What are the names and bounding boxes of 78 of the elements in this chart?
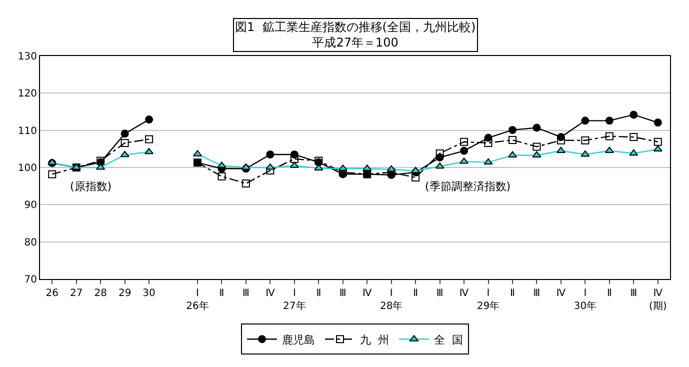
point <box>630 110 638 119</box>
point <box>653 145 662 152</box>
x-tick-label: 28 <box>94 288 107 299</box>
point <box>218 172 226 180</box>
point <box>508 126 516 134</box>
x-tick-label: Ⅲ <box>533 288 540 299</box>
point <box>266 150 274 158</box>
point <box>120 138 129 147</box>
x-tick-label: Ⅳ (期) <box>648 288 667 312</box>
point <box>605 132 614 140</box>
y-tick-label: 110 <box>18 126 37 137</box>
x-tick-label: Ⅱ <box>219 288 224 299</box>
annotation: (季節調整済指数) <box>425 180 511 193</box>
legend-label: 鹿児島 <box>282 333 315 346</box>
x-tick-label: 30 <box>142 288 156 299</box>
x-tick-label: Ⅲ <box>339 288 346 299</box>
x-tick-label: Ⅰ 28年 <box>380 288 403 312</box>
y-tick-label: 130 <box>18 52 37 62</box>
point <box>484 158 493 165</box>
point <box>508 136 516 144</box>
x-tick-label: Ⅰ 27年 <box>283 288 306 312</box>
x-tick-label: 27 <box>70 288 83 299</box>
point <box>605 116 614 125</box>
point <box>460 146 468 155</box>
x-tick-label: Ⅳ <box>459 288 470 299</box>
point <box>436 149 444 158</box>
point <box>556 146 566 154</box>
x-tick-label: Ⅱ <box>510 288 515 299</box>
x-tick-label: Ⅱ <box>413 288 418 299</box>
point <box>290 154 298 163</box>
point <box>484 138 492 147</box>
point <box>387 168 396 176</box>
y-tick-label: 90 <box>24 200 37 212</box>
x-tick-label: Ⅰ 29年 <box>476 288 500 312</box>
x-tick-label: Ⅱ <box>606 288 612 299</box>
x-tick-label: 29 <box>118 288 132 299</box>
point <box>556 136 565 144</box>
point <box>604 146 614 154</box>
point <box>242 179 250 188</box>
point <box>654 138 662 146</box>
point <box>532 124 541 132</box>
point <box>386 165 396 172</box>
y-tick-label: 80 <box>24 237 37 248</box>
point <box>580 150 590 157</box>
x-tick-label: Ⅰ 30年 <box>574 288 597 312</box>
y-tick-label: 70 <box>24 274 37 286</box>
point <box>48 170 56 178</box>
point <box>460 138 468 146</box>
x-tick-label: Ⅰ 26年 <box>186 288 209 312</box>
legend-label: 九 州 <box>360 333 389 346</box>
x-tick-label: Ⅳ <box>362 288 373 299</box>
point <box>629 149 638 156</box>
point <box>630 133 638 142</box>
point <box>411 166 420 174</box>
point <box>532 142 541 151</box>
point <box>654 118 662 127</box>
x-tick-label: Ⅱ <box>316 288 322 299</box>
point <box>581 136 590 144</box>
point <box>144 148 154 154</box>
point <box>145 116 154 124</box>
annotation: (原指数) <box>70 180 112 193</box>
x-tick-label: Ⅲ <box>436 288 444 299</box>
chart-subtitle: 平成27年＝100 <box>312 36 398 50</box>
legend-label: 全 国 <box>434 333 463 346</box>
x-tick-label: Ⅲ <box>630 288 638 299</box>
x-tick-label: Ⅳ <box>556 288 566 299</box>
point <box>581 116 590 125</box>
point <box>145 135 154 144</box>
y-tick-label: 100 <box>18 163 37 174</box>
point <box>435 162 444 169</box>
x-tick-label: Ⅲ <box>242 288 250 299</box>
chart-title: 図1 鉱工業生産指数の推移(全国，九州比較) <box>235 20 476 34</box>
x-tick-label: Ⅳ <box>266 288 276 299</box>
y-tick-label: 120 <box>18 88 37 100</box>
point <box>412 174 420 182</box>
point <box>120 130 129 138</box>
x-tick-label: 26 <box>46 288 58 299</box>
point <box>120 150 130 158</box>
